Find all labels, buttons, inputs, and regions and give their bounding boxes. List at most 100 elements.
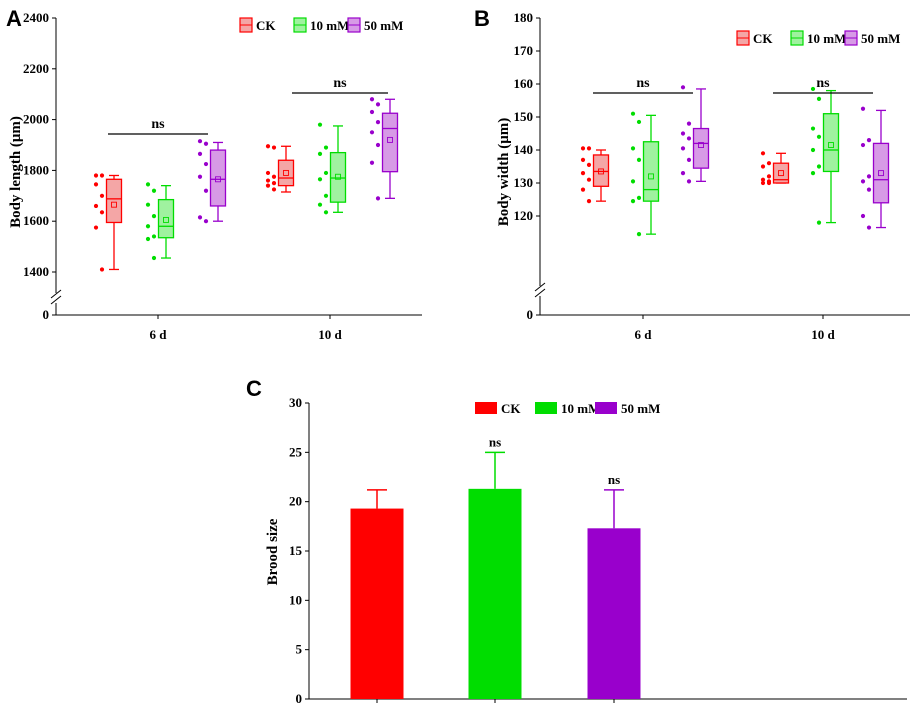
x-tick-label: 10 d (811, 327, 835, 342)
y-tick-label: 180 (514, 10, 534, 25)
panel-b-legend: CK 10 mM 50 mM (736, 30, 900, 46)
data-point (265, 144, 271, 149)
axis-break-mark (534, 288, 546, 298)
panel-b-axes: 0 120 130 140 150 160 170 180 6 d 10 d (514, 10, 910, 342)
x-tick-label: 10 d (318, 327, 342, 342)
data-point (816, 220, 822, 225)
significance-label: ns (489, 434, 501, 449)
data-point (680, 85, 686, 90)
data-point (686, 179, 692, 184)
data-point (151, 214, 157, 219)
panel-c-ylabel: Brood size (265, 518, 281, 585)
y-tick-label: 1800 (23, 162, 49, 177)
data-point (151, 255, 157, 261)
data-point (265, 170, 271, 176)
data-point (323, 145, 329, 150)
data-point (866, 174, 872, 179)
box-body (692, 127, 710, 169)
data-point (680, 146, 686, 151)
y-tick-label: 120 (514, 208, 534, 223)
y-tick-label: 15 (289, 543, 303, 558)
data-point (810, 147, 816, 153)
data-point (766, 161, 772, 166)
legend-swatch (535, 402, 557, 414)
data-point (99, 193, 105, 198)
panel-a-legend: CK 10 mM 50 mM (239, 17, 403, 33)
panel-c: C Brood size 0 5 10 15 20 25 30 ns ns CK 10 mM 50… (246, 376, 907, 705)
y-tick-label: 150 (514, 109, 534, 124)
data-point (586, 146, 592, 151)
data-point (580, 157, 586, 162)
data-point (816, 96, 822, 101)
y-tick-label: 0 (43, 307, 50, 322)
data-point (375, 196, 381, 201)
panel-c-legend: CK 10 mM 50 mM (475, 401, 660, 416)
data-point (636, 195, 642, 200)
data-point (630, 111, 636, 116)
y-tick-label: 160 (514, 76, 534, 91)
y-tick-label: 1600 (23, 213, 49, 228)
box-mean-marker (111, 201, 117, 208)
data-point (99, 267, 105, 272)
legend-label: CK (256, 18, 276, 33)
bar (350, 508, 404, 699)
legend-label: CK (501, 401, 521, 416)
data-point (317, 202, 323, 207)
box-body (872, 142, 890, 204)
box-mean-marker (163, 216, 169, 223)
data-point (271, 174, 277, 179)
data-point (203, 161, 209, 167)
data-point (145, 236, 151, 242)
data-point (580, 146, 586, 151)
data-point (760, 151, 766, 156)
data-point (369, 109, 375, 115)
data-point (686, 121, 692, 126)
data-point (317, 122, 323, 127)
axis-break-mark (50, 289, 62, 299)
data-point (680, 171, 686, 176)
data-point (145, 202, 151, 207)
legend-swatch (595, 402, 617, 414)
y-tick-label: 20 (289, 494, 302, 509)
y-tick-label: 140 (514, 142, 534, 157)
data-point (375, 120, 381, 125)
panel-c-marks: ns ns (350, 434, 641, 699)
data-point (636, 157, 642, 162)
y-tick-label: 5 (296, 642, 303, 657)
data-point (271, 145, 277, 150)
y-tick-label: 130 (514, 175, 534, 190)
data-point (586, 199, 592, 204)
data-point (760, 164, 766, 169)
axis-break-mark (534, 282, 546, 292)
box-mean-marker (387, 136, 393, 143)
data-point (203, 141, 209, 146)
data-point (197, 174, 203, 179)
box-mean-marker (828, 142, 834, 149)
y-tick-label: 2000 (23, 112, 49, 127)
data-point (317, 151, 323, 156)
data-point (151, 188, 157, 193)
data-point (860, 213, 866, 219)
panel-b-ylabel: Body width (μm) (496, 118, 512, 227)
y-tick-label: 2400 (23, 10, 49, 25)
panel-a-ylabel: Body length (μm) (8, 116, 24, 228)
data-point (680, 131, 686, 136)
legend-label: 50 mM (364, 18, 403, 33)
significance-label: ns (636, 76, 650, 91)
data-point (580, 187, 586, 192)
data-point (265, 178, 271, 183)
data-point (145, 182, 151, 187)
data-point (197, 139, 203, 144)
box-body (592, 154, 610, 187)
y-tick-label: 10 (289, 592, 302, 607)
y-tick-label: 0 (296, 691, 303, 705)
legend-label: 10 mM (807, 31, 846, 46)
data-point (630, 179, 636, 184)
data-point (760, 177, 766, 182)
data-point (860, 179, 866, 184)
box-mean-marker (698, 142, 704, 149)
data-point (630, 199, 636, 204)
box-mean-marker (878, 170, 884, 177)
legend-label: CK (753, 31, 773, 46)
